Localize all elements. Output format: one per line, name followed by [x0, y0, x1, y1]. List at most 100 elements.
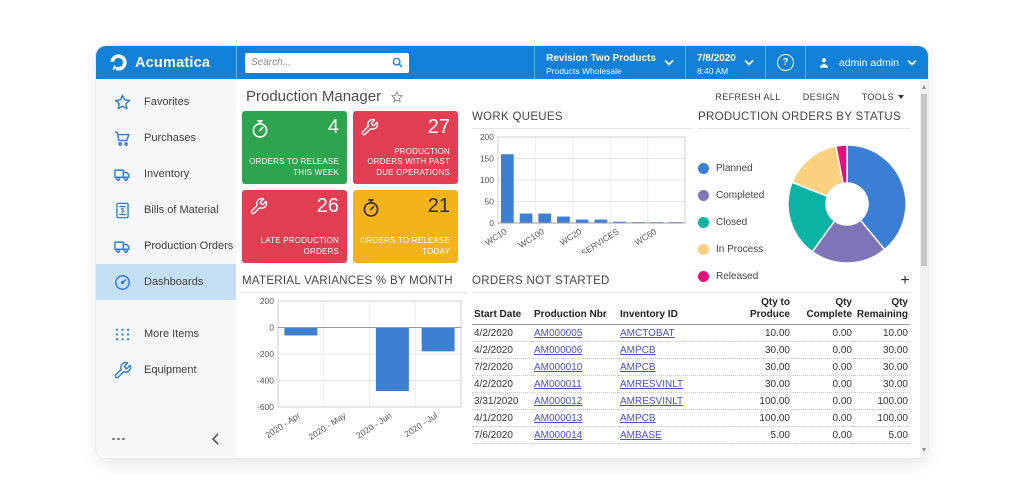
- column-header[interactable]: Qty Complete: [792, 294, 854, 325]
- record-link[interactable]: AM000014: [534, 429, 583, 441]
- company-branch: Products Wholesale: [546, 66, 622, 77]
- sidebar-item-bills-of-material[interactable]: $ Bills of Material: [96, 192, 236, 228]
- orders-not-started-title: ORDERS NOT STARTED +: [472, 272, 910, 293]
- kpi-tile[interactable]: 26 LATE PRODUCTION ORDERS: [242, 190, 347, 263]
- scroll-up-icon[interactable]: [921, 85, 926, 89]
- grid-icon: [113, 325, 132, 344]
- work-queues-chart: 0 50 100 150 200 WC10 WC100 WC20 AASERVICES WC60: [472, 129, 690, 264]
- sidebar-item-dashboards[interactable]: Dashboards: [96, 264, 236, 300]
- record-link[interactable]: AM000012: [534, 395, 583, 407]
- table-cell: 0.00: [792, 324, 854, 342]
- scroll-down-icon[interactable]: [921, 448, 926, 452]
- kpi-value: 4: [327, 116, 339, 138]
- top-header: Acumatica Revision Two Products Products…: [96, 46, 928, 79]
- record-link[interactable]: AM000010: [534, 361, 583, 373]
- company-selector[interactable]: Revision Two Products Products Wholesale: [534, 46, 685, 79]
- table-cell: 0.00: [792, 375, 854, 393]
- column-header[interactable]: Qty to Produce: [728, 294, 792, 325]
- user-menu[interactable]: admin admin: [804, 46, 928, 79]
- sidebar-item-inventory[interactable]: Inventory: [96, 156, 236, 192]
- record-link[interactable]: AM000006: [534, 344, 583, 356]
- sidebar-item-equipment[interactable]: Equipment: [96, 352, 236, 388]
- header-divider: [236, 46, 237, 79]
- wrench-icon: [360, 118, 382, 140]
- table-cell: AM000014: [532, 426, 618, 444]
- user-name: admin admin: [838, 56, 899, 69]
- material-variances-panel: MATERIAL VARIANCES % BY MONTH 200 0 -200 -4…: [242, 275, 468, 456]
- record-link[interactable]: AMBASE: [620, 429, 662, 441]
- table-cell: 7/6/2020: [472, 426, 532, 444]
- table-cell: 0.00: [792, 392, 854, 410]
- sidebar-item-more-items[interactable]: More Items: [96, 316, 236, 352]
- vertical-scrollbar[interactable]: [920, 81, 928, 456]
- record-link[interactable]: AMRESVINLT: [620, 395, 684, 407]
- record-link[interactable]: AMPCB: [620, 361, 656, 373]
- scrollbar-thumb[interactable]: [921, 94, 927, 266]
- record-link[interactable]: AMRESVINLT: [620, 378, 684, 390]
- legend-dot: [698, 163, 709, 174]
- tools-button[interactable]: TOOLS: [862, 92, 904, 102]
- table-cell: 30.00: [854, 358, 910, 376]
- search-box[interactable]: [245, 52, 409, 73]
- column-header[interactable]: Qty Remaining: [854, 294, 910, 325]
- favorite-star-icon[interactable]: [390, 90, 404, 104]
- user-icon: [817, 56, 831, 70]
- ellipsis-icon[interactable]: [112, 437, 125, 441]
- sidebar-item-label: Favorites: [144, 96, 190, 108]
- svg-text:-200: -200: [257, 349, 274, 359]
- svg-text:50: 50: [485, 197, 495, 207]
- dashboard-main: Production Manager REFRESH ALL DESIGN TO…: [236, 79, 928, 458]
- search-icon[interactable]: [391, 56, 404, 69]
- stopwatch-icon: [249, 118, 271, 140]
- cart-icon: [113, 129, 132, 148]
- truck-icon: [113, 165, 132, 184]
- svg-text:WC100: WC100: [517, 226, 546, 250]
- table-cell: 30.00: [728, 341, 792, 359]
- header-right-cluster: Revision Two Products Products Wholesale…: [534, 46, 928, 79]
- design-button[interactable]: DESIGN: [802, 91, 840, 102]
- page-title: Production Manager: [246, 88, 382, 105]
- sidebar-item-production-orders[interactable]: Production Orders: [96, 228, 236, 264]
- orders-not-started-panel: ORDERS NOT STARTED + Start Date Productio…: [472, 272, 910, 444]
- kpi-tile[interactable]: 4 ORDERS TO RELEASE THIS WEEK: [242, 111, 347, 184]
- kpi-label: ORDERS TO RELEASE TODAY: [360, 236, 450, 256]
- sidebar-item-label: More Items: [144, 328, 200, 340]
- legend-label: Closed: [716, 217, 748, 228]
- refresh-all-button[interactable]: REFRESH ALL: [715, 91, 781, 102]
- record-link[interactable]: AMCTOBAT: [620, 327, 675, 339]
- table-cell: 100.00: [728, 392, 792, 410]
- record-link[interactable]: AM000013: [534, 412, 583, 424]
- sidebar-item-favorites[interactable]: Favorites: [96, 84, 236, 120]
- orders-by-status-panel: PRODUCTION ORDERS BY STATUS Planned Compl…: [698, 111, 910, 290]
- record-link[interactable]: AMPCB: [620, 344, 656, 356]
- svg-text:2020 - Jun: 2020 - Jun: [354, 410, 393, 440]
- collapse-sidebar-icon[interactable]: [211, 433, 220, 445]
- wrench-icon: [249, 197, 271, 219]
- kpi-tiles: 4 ORDERS TO RELEASE THIS WEEK 27 PRODUCTION…: [242, 111, 458, 263]
- kpi-tile[interactable]: 27 PRODUCTION ORDERS WITH PAST DUE OPERAT…: [353, 111, 458, 184]
- legend-label: In Process: [716, 244, 764, 255]
- stopwatch-icon: [360, 197, 382, 219]
- table-row: 4/2/2020 AM000011 AMRESVINLT 30.00 0.00 30.00: [472, 375, 910, 393]
- work-queues-title: WORK QUEUES: [472, 111, 690, 129]
- record-link[interactable]: AMPCB: [620, 412, 656, 424]
- svg-text:WC60: WC60: [633, 226, 658, 247]
- column-header[interactable]: Start Date: [472, 294, 532, 325]
- table-cell: AM000013: [532, 409, 618, 427]
- table-cell: AMRESVINLT: [618, 392, 728, 410]
- record-link[interactable]: AM000011: [534, 378, 582, 390]
- table-cell: 5.00: [854, 426, 910, 444]
- help-button[interactable]: ?: [764, 46, 805, 79]
- business-date-selector[interactable]: 7/8/2020 8:40 AM: [684, 46, 765, 79]
- add-order-button[interactable]: +: [900, 272, 910, 289]
- record-link[interactable]: AM000005: [534, 327, 583, 339]
- column-header[interactable]: Inventory ID: [618, 294, 728, 325]
- table-cell: AMCTOBAT: [618, 324, 728, 342]
- brand-logo[interactable]: Acumatica: [96, 46, 236, 79]
- column-header[interactable]: Production Nbr: [532, 294, 618, 325]
- table-cell: 100.00: [854, 409, 910, 427]
- sidebar-item-purchases[interactable]: Purchases: [96, 120, 236, 156]
- search-input[interactable]: [251, 57, 391, 68]
- sidebar-item-label: Dashboards: [144, 276, 204, 288]
- kpi-tile[interactable]: 21 ORDERS TO RELEASE TODAY: [353, 190, 458, 263]
